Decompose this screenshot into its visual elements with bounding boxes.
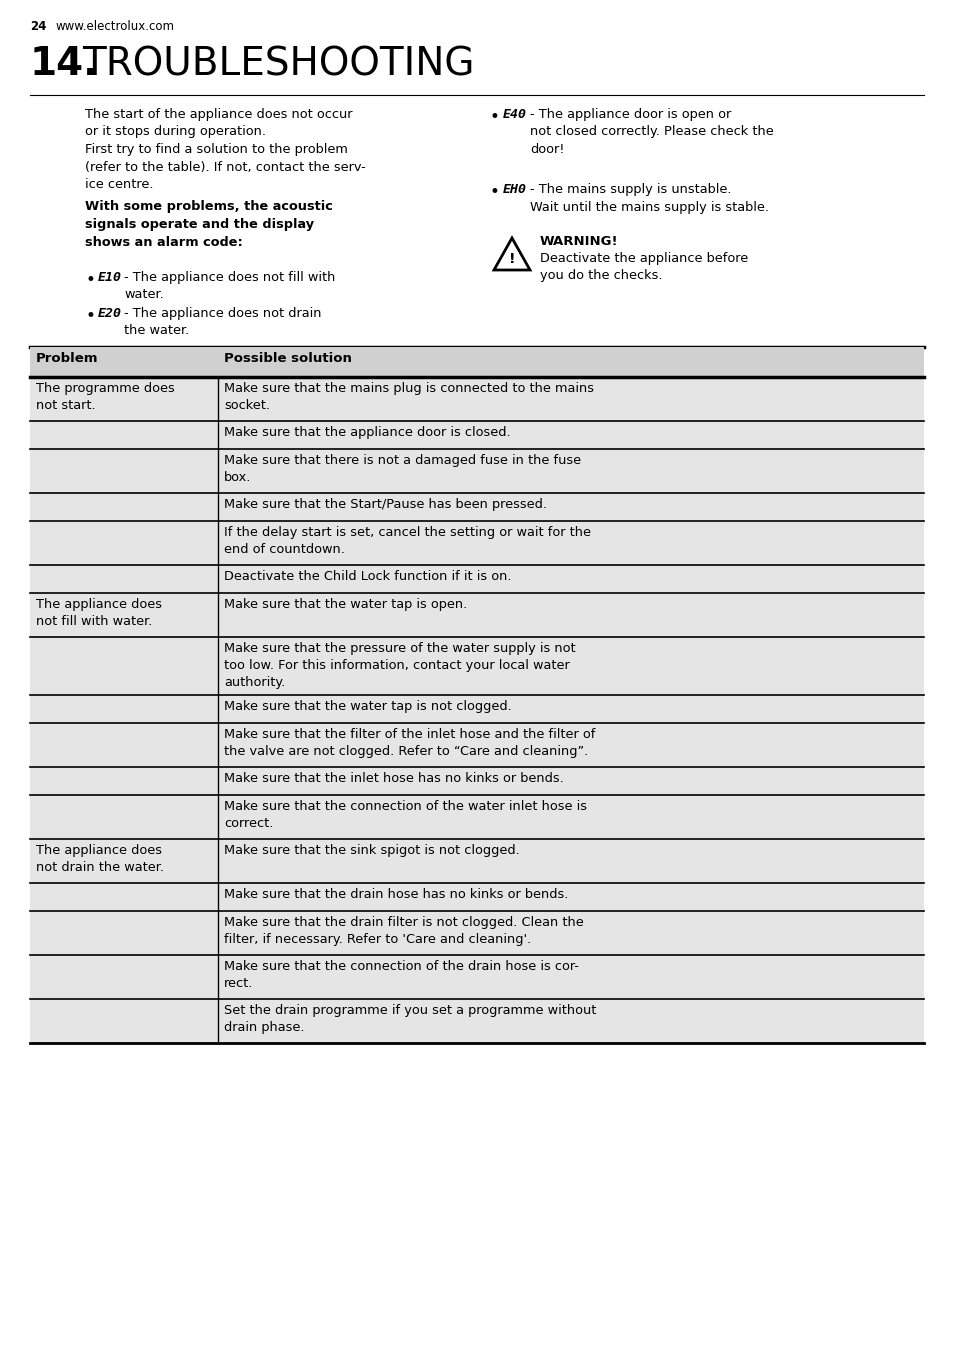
Bar <box>30 767 923 795</box>
Text: WARNING!: WARNING! <box>539 235 618 247</box>
Text: Make sure that the connection of the water inlet hose is
correct.: Make sure that the connection of the wat… <box>224 800 586 830</box>
Text: - The appliance door is open or
not closed correctly. Please check the
door!: - The appliance door is open or not clos… <box>530 108 773 155</box>
Text: !: ! <box>508 251 515 266</box>
Text: TROUBLESHOOTING: TROUBLESHOOTING <box>82 45 474 82</box>
Text: EH0: EH0 <box>502 183 526 196</box>
Text: Make sure that the sink spigot is not clogged.: Make sure that the sink spigot is not cl… <box>224 844 519 857</box>
Bar <box>30 565 923 594</box>
Bar <box>30 347 923 377</box>
Bar <box>30 493 923 521</box>
Bar <box>30 723 923 767</box>
Bar <box>30 911 923 955</box>
Text: The appliance does
not fill with water.: The appliance does not fill with water. <box>36 598 162 627</box>
Text: www.electrolux.com: www.electrolux.com <box>56 20 174 32</box>
Bar <box>30 999 923 1042</box>
Text: Make sure that the mains plug is connected to the mains
socket.: Make sure that the mains plug is connect… <box>224 383 594 412</box>
Text: If the delay start is set, cancel the setting or wait for the
end of countdown.: If the delay start is set, cancel the se… <box>224 526 590 556</box>
Text: The programme does
not start.: The programme does not start. <box>36 383 174 412</box>
Text: Problem: Problem <box>36 352 98 365</box>
Text: Make sure that the connection of the drain hose is cor-
rect.: Make sure that the connection of the dra… <box>224 960 578 990</box>
Text: E40: E40 <box>502 108 526 120</box>
Text: Make sure that there is not a damaged fuse in the fuse
box.: Make sure that there is not a damaged fu… <box>224 454 580 484</box>
Bar <box>30 377 923 420</box>
Text: Make sure that the appliance door is closed.: Make sure that the appliance door is clo… <box>224 426 510 439</box>
Text: Possible solution: Possible solution <box>224 352 352 365</box>
Text: Make sure that the water tap is not clogged.: Make sure that the water tap is not clog… <box>224 700 511 713</box>
Text: - The appliance does not fill with
water.: - The appliance does not fill with water… <box>124 270 335 301</box>
Bar <box>30 521 923 565</box>
Text: E20: E20 <box>98 307 122 320</box>
Text: 24: 24 <box>30 20 47 32</box>
Text: Make sure that the drain hose has no kinks or bends.: Make sure that the drain hose has no kin… <box>224 888 568 900</box>
Text: With some problems, the acoustic
signals operate and the display
shows an alarm : With some problems, the acoustic signals… <box>85 200 333 249</box>
Bar <box>30 637 923 695</box>
Bar <box>30 449 923 493</box>
Bar <box>30 695 923 723</box>
Bar <box>30 594 923 637</box>
Text: The start of the appliance does not occur
or it stops during operation.
First tr: The start of the appliance does not occu… <box>85 108 365 191</box>
Text: - The mains supply is unstable.
Wait until the mains supply is stable.: - The mains supply is unstable. Wait unt… <box>530 183 768 214</box>
Text: - The appliance does not drain
the water.: - The appliance does not drain the water… <box>124 307 321 338</box>
Text: Deactivate the Child Lock function if it is on.: Deactivate the Child Lock function if it… <box>224 571 511 583</box>
Text: The appliance does
not drain the water.: The appliance does not drain the water. <box>36 844 164 873</box>
Text: 14.: 14. <box>30 45 99 82</box>
Bar <box>30 883 923 911</box>
Bar <box>30 840 923 883</box>
Text: Deactivate the appliance before
you do the checks.: Deactivate the appliance before you do t… <box>539 251 747 283</box>
Text: Make sure that the filter of the inlet hose and the filter of
the valve are not : Make sure that the filter of the inlet h… <box>224 727 595 758</box>
Text: Make sure that the drain filter is not clogged. Clean the
filter, if necessary. : Make sure that the drain filter is not c… <box>224 917 583 946</box>
Bar <box>30 420 923 449</box>
Text: Make sure that the water tap is open.: Make sure that the water tap is open. <box>224 598 467 611</box>
Bar <box>30 795 923 840</box>
Text: •: • <box>86 307 95 324</box>
Bar <box>30 955 923 999</box>
Text: •: • <box>490 108 499 126</box>
Text: •: • <box>86 270 95 289</box>
Text: •: • <box>490 183 499 201</box>
Text: Set the drain programme if you set a programme without
drain phase.: Set the drain programme if you set a pro… <box>224 1005 596 1034</box>
Text: Make sure that the pressure of the water supply is not
too low. For this informa: Make sure that the pressure of the water… <box>224 642 575 690</box>
Text: Make sure that the inlet hose has no kinks or bends.: Make sure that the inlet hose has no kin… <box>224 772 563 786</box>
Polygon shape <box>494 238 530 270</box>
Text: Make sure that the Start/Pause has been pressed.: Make sure that the Start/Pause has been … <box>224 498 546 511</box>
Text: E10: E10 <box>98 270 122 284</box>
